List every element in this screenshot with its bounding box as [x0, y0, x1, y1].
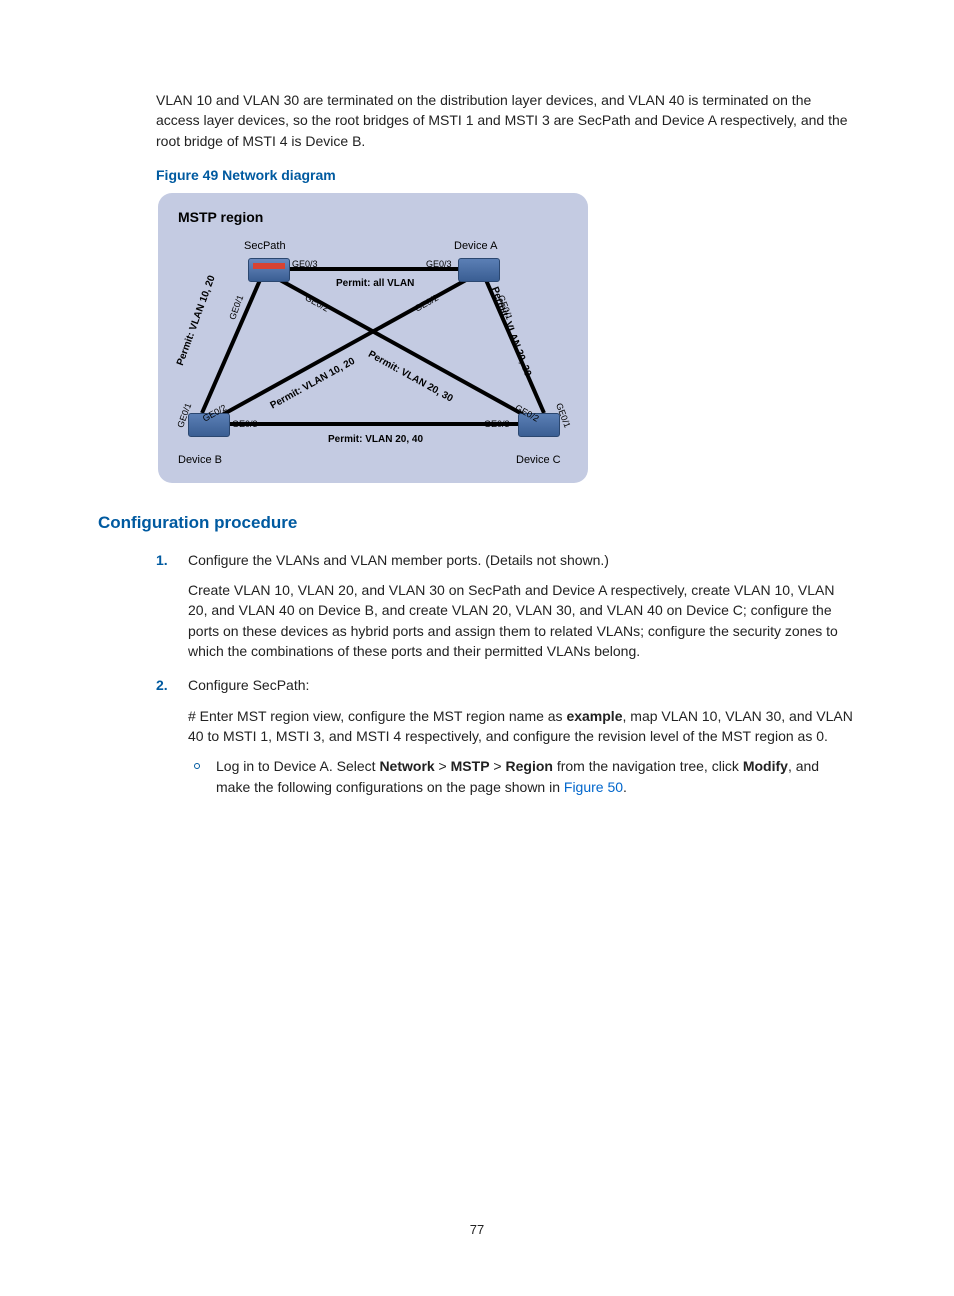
step-marker: 1. — [156, 550, 168, 570]
mstp-region-label: MSTP region — [178, 207, 263, 227]
step-2-sublist: Log in to Device A. Select Network > MST… — [188, 756, 856, 797]
figure-50-link[interactable]: Figure 50 — [564, 779, 623, 795]
step-2-lead: Configure SecPath: — [188, 675, 856, 695]
permit-bottom: Permit: VLAN 20, 40 — [328, 433, 423, 448]
step-1-body: Create VLAN 10, VLAN 20, and VLAN 30 on … — [188, 580, 856, 661]
node-secpath — [248, 258, 290, 282]
port-c-03: GE0/3 — [484, 418, 510, 431]
network-diagram: MSTP region SecPath Device A Device B De… — [158, 193, 588, 483]
figure-caption: Figure 49 Network diagram — [156, 165, 856, 185]
label-device-a: Device A — [454, 239, 497, 255]
permit-diag2: Permit: VLAN 20, 30 — [365, 348, 455, 407]
page: VLAN 10 and VLAN 30 are terminated on th… — [0, 0, 954, 1296]
label-device-b: Device B — [178, 453, 222, 469]
permit-diag1: Permit: VLAN 10, 20 — [268, 355, 358, 414]
port-sec-01: GE0/1 — [226, 293, 247, 321]
port-sec-02: GE0/2 — [302, 292, 331, 316]
section-heading: Configuration procedure — [98, 511, 856, 536]
permit-left: Permit: VLAN 10, 20 — [174, 274, 220, 368]
label-device-c: Device C — [516, 453, 561, 469]
port-a-03: GE0/3 — [426, 258, 452, 271]
port-sec-03: GE0/3 — [292, 258, 318, 271]
step-2: 2. Configure SecPath: # Enter MST region… — [188, 675, 856, 796]
port-b-03: GE0/3 — [232, 418, 258, 431]
step-marker: 2. — [156, 675, 168, 695]
intro-paragraph: VLAN 10 and VLAN 30 are terminated on th… — [156, 90, 856, 151]
step-1: 1. Configure the VLANs and VLAN member p… — [188, 550, 856, 661]
step-1-lead: Configure the VLANs and VLAN member port… — [188, 550, 856, 570]
step-2-hash: # Enter MST region view, configure the M… — [188, 706, 856, 747]
page-number: 77 — [0, 1221, 954, 1240]
port-a-02: GE0/2 — [412, 292, 441, 316]
permit-right: Permit: VLAN 20, 30 — [486, 285, 534, 379]
node-device-a — [458, 258, 500, 282]
steps-list: 1. Configure the VLANs and VLAN member p… — [98, 550, 856, 797]
label-secpath: SecPath — [244, 239, 286, 255]
step-2-sub-1: Log in to Device A. Select Network > MST… — [188, 756, 856, 797]
permit-top: Permit: all VLAN — [336, 277, 414, 292]
